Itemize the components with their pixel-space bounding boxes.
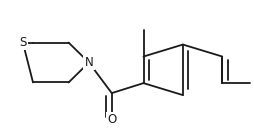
Text: S: S	[19, 36, 27, 49]
Text: N: N	[85, 56, 93, 69]
Text: O: O	[107, 113, 116, 126]
